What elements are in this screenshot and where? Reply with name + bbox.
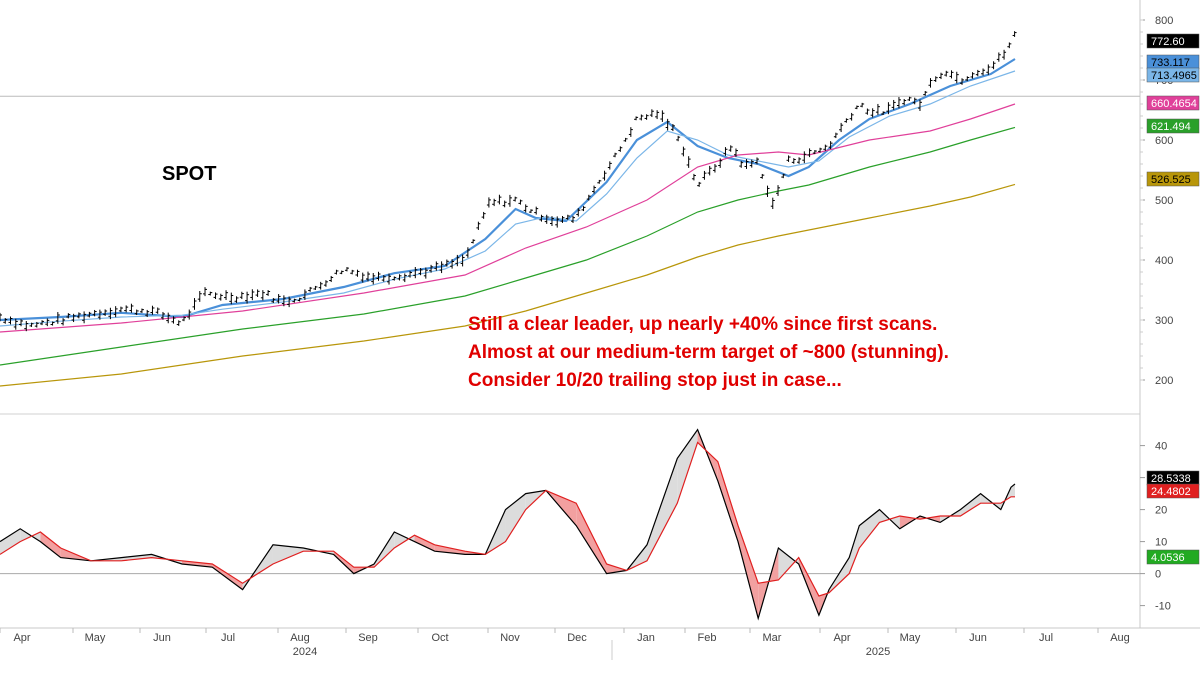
oscillator-fill-segment — [717, 461, 738, 542]
oscillator-fill-segment — [576, 503, 607, 574]
ma200-tag-box — [1146, 171, 1200, 187]
oscillator-fill-segment — [272, 544, 304, 564]
ma-line-ma50 — [0, 103, 1016, 333]
oscillator-fill-segment — [40, 532, 61, 558]
oscillator-fill-segment — [859, 509, 880, 548]
slow-osc-tag-text: 24.4802 — [1151, 486, 1191, 498]
price-tick-label: 500 — [1155, 195, 1173, 207]
oscillator-fill-segment — [0, 528, 21, 555]
oscillator-fill — [0, 429, 1015, 619]
oscillator-fill-segment — [394, 532, 415, 548]
ma-line-ma20 — [0, 70, 1016, 327]
month-tick-label: Jul — [221, 632, 235, 644]
osc-tick-label: -10 — [1155, 601, 1171, 613]
ticker-label: SPOT — [162, 163, 217, 185]
oscillator-fill-segment — [849, 525, 860, 574]
diff-osc-tag-box — [1146, 549, 1200, 565]
ma10-tag-text: 733.117 — [1151, 57, 1190, 69]
oscillator-fill-segment — [414, 535, 435, 552]
annotation-line-2: Almost at our medium-term target of ~800… — [468, 342, 949, 363]
month-tick-label: Jul — [1039, 632, 1053, 644]
price-tick-label: 800 — [1155, 15, 1173, 27]
ma100-tag-text: 621.494 — [1151, 121, 1191, 133]
oscillator-fill-segment — [333, 551, 354, 574]
ma100-tag-box — [1146, 118, 1200, 134]
oscillator-fill-segment — [181, 560, 213, 568]
diff-osc-tag-text: 4.0536 — [1151, 552, 1185, 564]
month-tick-label: May — [85, 632, 106, 644]
month-tick-label: Feb — [698, 632, 717, 644]
osc-tick-label: 20 — [1155, 505, 1167, 517]
last-price-tag-text: 772.60 — [1151, 36, 1185, 48]
price-tick-label: 300 — [1155, 315, 1173, 327]
oscillator-fill-segment — [737, 525, 759, 619]
month-tick-label: Jan — [637, 632, 655, 644]
month-tick-label: Dec — [567, 632, 587, 644]
oscillator-line-slow — [0, 441, 1015, 597]
year-tick-label: 2024 — [293, 646, 317, 658]
ma200-tag-text: 526.525 — [1151, 174, 1191, 186]
ma50-tag-box — [1146, 95, 1200, 111]
fast-osc-tag-text: 28.5338 — [1151, 473, 1191, 485]
fast-osc-tag: 28.5338 — [1146, 470, 1200, 486]
ma200-tag: 526.525 — [1146, 171, 1200, 187]
chart-axes: Apr May Jun Jul Aug Sep Oct Nov Dec Jan Feb Mar Apr M… — [0, 15, 1173, 660]
oscillator-fill-segment — [1010, 484, 1015, 497]
last-price-tag: 772.60 — [1146, 33, 1200, 49]
oscillator-fill-segment — [121, 554, 152, 561]
month-tick-label: Nov — [500, 632, 520, 644]
ma20-tag-box — [1146, 67, 1200, 83]
slow-osc-tag-box — [1146, 483, 1200, 499]
oscillator-line-fast — [0, 428, 1016, 621]
chart-lines — [0, 58, 1016, 621]
month-tick-label: May — [900, 632, 921, 644]
osc-tick-label: 0 — [1155, 569, 1161, 581]
month-tick-label: Apr — [833, 632, 850, 644]
osc-tick-label: 40 — [1155, 441, 1167, 453]
oscillator-fill-segment — [485, 509, 506, 555]
diff-osc-tag: 4.0536 — [1146, 549, 1200, 565]
ma-line-ma10 — [0, 58, 1016, 322]
chart-grid — [0, 0, 1200, 629]
month-tick-label: Aug — [1110, 632, 1130, 644]
oscillator-fill-segment — [778, 548, 799, 580]
ma50-tag-text: 660.4654 — [1151, 98, 1197, 110]
slow-osc-tag: 24.4802 — [1146, 483, 1200, 499]
annotation-line-3: Consider 10/20 trailing stop just in cas… — [468, 370, 842, 391]
month-tick-label: Jun — [153, 632, 171, 644]
osc-tick-label: 10 — [1155, 537, 1167, 549]
month-tick-label: Jun — [969, 632, 987, 644]
price-bars — [0, 31, 1017, 332]
month-tick-label: Oct — [431, 632, 448, 644]
oscillator-fill-segment — [960, 493, 981, 516]
price-tick-label: 400 — [1155, 255, 1173, 267]
price-tick-label: 600 — [1155, 135, 1173, 147]
ma100-tag: 621.494 — [1146, 118, 1200, 134]
last-price-tag-box — [1146, 33, 1200, 49]
price-tick-label: 200 — [1155, 375, 1173, 387]
annotation-line-1: Still a clear leader, up nearly +40% sin… — [468, 314, 938, 335]
ma20-tag-text: 713.4965 — [1151, 70, 1197, 82]
month-tick-label: Mar — [763, 632, 782, 644]
year-tick-label: 2025 — [866, 646, 890, 658]
oscillator-fill-segment — [677, 429, 698, 504]
month-tick-label: Aug — [290, 632, 310, 644]
month-tick-label: Apr — [13, 632, 30, 644]
oscillator-fill-segment — [212, 564, 243, 590]
ma-line-ma100 — [0, 126, 1016, 366]
month-tick-label: Sep — [358, 632, 378, 644]
ma20-tag: 713.4965 — [1146, 67, 1200, 83]
ma-line-ma200 — [0, 183, 1016, 387]
ma50-tag: 660.4654 — [1146, 95, 1200, 111]
oscillator-fill-segment — [647, 458, 678, 561]
oscillator-fill-segment — [505, 493, 526, 542]
ma10-tag: 733.117 — [1146, 54, 1200, 70]
